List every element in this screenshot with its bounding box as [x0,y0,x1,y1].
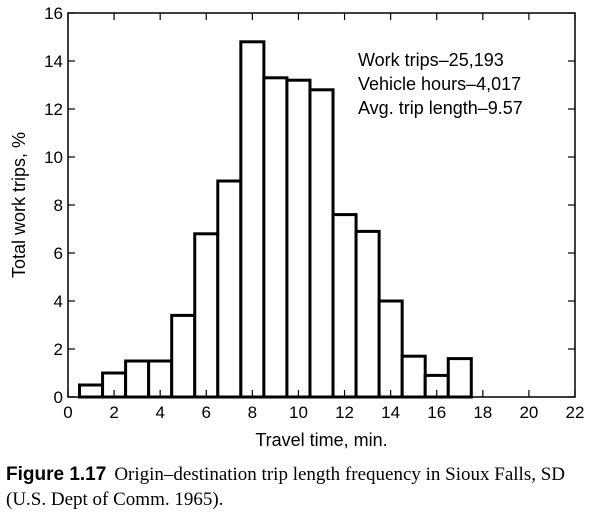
y-tick-label: 6 [54,244,63,263]
y-tick-label: 14 [44,52,63,71]
x-tick-label: 14 [381,403,400,422]
y-tick-label: 0 [54,388,63,407]
x-tick-label: 20 [519,403,538,422]
x-tick-label: 2 [109,403,118,422]
histogram-bar [78,383,105,399]
figure-label: Figure 1.17 [6,464,107,485]
x-tick-label: 16 [427,403,446,422]
x-tick-label: 0 [63,403,72,422]
y-tick-label: 4 [54,292,63,311]
histogram-bar [170,313,197,399]
y-tick-label: 10 [44,148,63,167]
annotation-line: Vehicle hours–4,017 [358,74,521,94]
x-tick-label: 6 [202,403,211,422]
histogram-bar [446,357,473,399]
histogram-bar [124,359,151,399]
histogram-bar [354,229,381,399]
histogram-bar [331,213,358,399]
y-tick-label: 16 [44,4,63,23]
histogram-bar [377,299,404,399]
y-tick-label: 2 [54,340,63,359]
histogram-bar [308,88,335,399]
histogram-bar [262,76,289,399]
histogram-bar [239,40,266,399]
x-tick-label: 10 [289,403,308,422]
figure-caption: Figure 1.17 Origin–destination trip lengt… [6,462,594,512]
histogram-bar [216,179,243,399]
histogram-bar [193,232,220,399]
y-axis-title: Total work trips, % [9,132,29,278]
histogram-bar [285,78,312,399]
histogram-bar [400,354,427,399]
annotation-line: Work trips–25,193 [358,50,504,70]
x-tick-label: 4 [155,403,164,422]
y-tick-label: 8 [54,196,63,215]
x-tick-label: 12 [335,403,354,422]
x-axis-title: Travel time, min. [255,430,387,450]
annotation-line: Avg. trip length–9.57 [358,98,523,118]
x-tick-label: 18 [473,403,492,422]
caption-text: Origin–destination trip length frequency… [6,464,566,510]
x-tick-label: 22 [566,403,585,422]
x-tick-label: 8 [248,403,257,422]
histogram-chart: 0 2 4 6 8 10 12 14 16 18 20 22 0 2 4 6 8 10 12 14 16 Travel … [9,4,585,450]
y-tick-label: 12 [44,100,63,119]
